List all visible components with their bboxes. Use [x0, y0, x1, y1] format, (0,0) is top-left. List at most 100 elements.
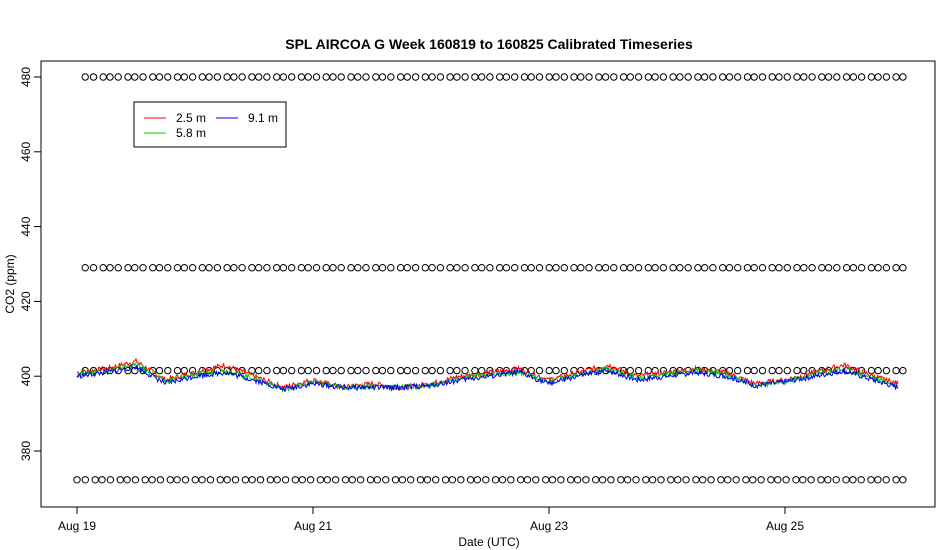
data-point-calibration-372: [166, 476, 175, 484]
data-point-calibration-401: [874, 366, 882, 375]
data-point-calibration-429: [601, 264, 610, 272]
data-point-calibration-429: [471, 264, 479, 272]
data-point-calibration-480: [535, 73, 544, 81]
data-point-calibration-429: [750, 264, 758, 272]
data-point-calibration-401: [428, 366, 436, 375]
data-point-calibration-480: [387, 73, 395, 81]
data-point-calibration-480: [669, 73, 677, 81]
data-point-calibration-480: [478, 73, 486, 81]
data-point-calibration-429: [824, 264, 833, 272]
data-point-calibration-480: [421, 73, 429, 81]
data-point-calibration-372: [266, 476, 275, 484]
data-point-calibration-401: [783, 366, 791, 375]
data-point-calibration-480: [651, 73, 659, 81]
data-point-calibration-372: [423, 476, 432, 484]
data-point-calibration-480: [818, 73, 826, 81]
data-point-calibration-480: [857, 73, 866, 81]
data-point-calibration-480: [139, 73, 147, 81]
data-point-calibration-480: [824, 73, 833, 81]
data-point-calibration-429: [411, 264, 420, 272]
data-point-calibration-401: [478, 366, 486, 375]
data-point-calibration-480: [446, 73, 454, 81]
legend-label-5-8m: 5.8 m: [176, 126, 206, 140]
y-tick-label: 420: [19, 291, 33, 311]
data-point-calibration-372: [767, 476, 775, 484]
data-point-calibration-480: [288, 73, 296, 81]
data-point-calibration-372: [348, 476, 356, 484]
data-point-calibration-401: [173, 366, 182, 375]
data-point-calibration-401: [768, 366, 776, 375]
data-point-calibration-480: [403, 73, 411, 81]
data-point-calibration-480: [601, 73, 610, 81]
data-point-calibration-480: [570, 73, 578, 81]
data-point-calibration-429: [610, 264, 618, 272]
data-point-calibration-372: [366, 476, 375, 484]
data-point-calibration-429: [535, 264, 544, 272]
data-point-calibration-372: [356, 476, 365, 484]
data-point-calibration-429: [570, 264, 578, 272]
data-point-calibration-429: [173, 264, 182, 272]
data-point-calibration-429: [446, 264, 454, 272]
data-point-calibration-480: [164, 73, 172, 81]
data-point-calibration-401: [411, 366, 420, 375]
data-point-calibration-429: [818, 264, 826, 272]
data-point-calibration-429: [595, 264, 603, 272]
data-point-calibration-480: [428, 73, 436, 81]
data-point-calibration-429: [198, 264, 207, 272]
data-point-calibration-372: [507, 476, 515, 484]
data-point-calibration-480: [725, 73, 734, 81]
data-point-calibration-429: [322, 264, 330, 272]
data-point-calibration-429: [511, 264, 519, 272]
data-point-calibration-480: [585, 73, 593, 81]
data-point-calibration-480: [106, 73, 114, 81]
data-point-calibration-429: [81, 264, 89, 272]
y-tick-label: 400: [19, 366, 33, 386]
data-point-calibration-401: [626, 366, 634, 375]
calibration-points: [73, 73, 907, 484]
data-point-calibration-480: [701, 73, 709, 81]
data-point-calibration-372: [642, 476, 650, 484]
data-point-calibration-401: [436, 366, 445, 375]
data-point-calibration-401: [255, 366, 263, 375]
data-point-calibration-480: [552, 73, 560, 81]
data-point-calibration-372: [416, 476, 425, 484]
data-point-calibration-429: [273, 264, 281, 272]
data-point-calibration-372: [306, 476, 315, 484]
data-point-calibration-429: [248, 264, 256, 272]
data-point-calibration-429: [279, 264, 288, 272]
data-point-calibration-401: [155, 366, 164, 375]
x-tick-label: Aug 21: [294, 519, 332, 533]
data-point-calibration-372: [466, 476, 475, 484]
data-point-calibration-372: [799, 476, 807, 484]
data-point-calibration-372: [241, 476, 250, 484]
data-point-calibration-429: [644, 264, 652, 272]
data-point-calibration-401: [545, 366, 553, 375]
data-point-calibration-372: [774, 476, 782, 484]
data-point-calibration-401: [279, 366, 288, 375]
data-point-calibration-480: [124, 73, 132, 81]
data-point-calibration-429: [758, 264, 767, 272]
data-point-calibration-429: [527, 264, 535, 272]
data-point-calibration-480: [619, 73, 628, 81]
data-point-calibration-401: [354, 366, 362, 375]
series-line-9-1-m: [76, 363, 899, 392]
legend: 2.5 m 5.8 m 9.1 m: [133, 101, 287, 148]
data-point-calibration-372: [331, 476, 340, 484]
data-point-calibration-372: [398, 476, 407, 484]
data-point-calibration-372: [473, 476, 482, 484]
data-point-calibration-480: [709, 73, 717, 81]
data-point-calibration-401: [89, 366, 98, 375]
data-point-calibration-480: [486, 73, 494, 81]
data-point-calibration-401: [552, 366, 560, 375]
data-point-calibration-372: [882, 476, 890, 484]
data-point-calibration-429: [496, 264, 504, 272]
y-tick-label: 460: [19, 141, 33, 161]
data-point-calibration-429: [124, 264, 132, 272]
data-point-calibration-480: [684, 73, 692, 81]
data-point-calibration-372: [498, 476, 507, 484]
data-point-calibration-429: [164, 264, 172, 272]
data-point-calibration-372: [316, 476, 325, 484]
data-point-calibration-480: [833, 73, 841, 81]
data-point-calibration-480: [248, 73, 256, 81]
data-point-calibration-401: [372, 366, 380, 375]
